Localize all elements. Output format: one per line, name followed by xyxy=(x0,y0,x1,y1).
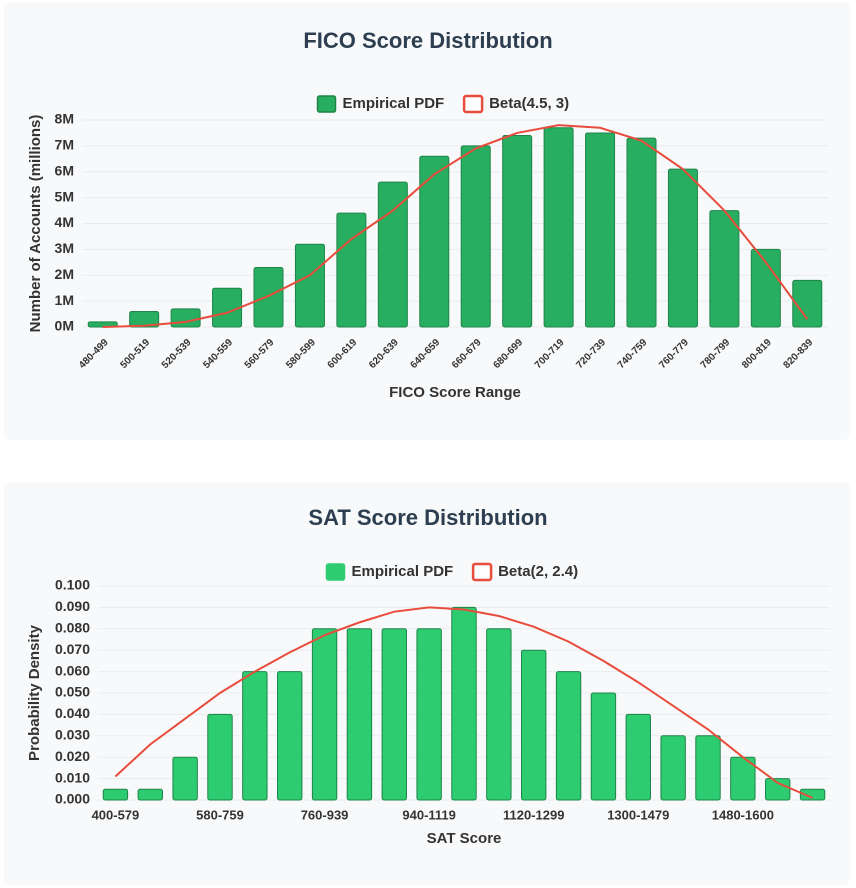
x-tick-label: 1120-1299 xyxy=(503,807,564,822)
bar xyxy=(277,671,303,801)
x-tick-label: 940-1119 xyxy=(402,807,456,822)
x-tick-label: 1300-1479 xyxy=(607,807,669,822)
bar xyxy=(242,671,268,801)
y-tick-label: 6M xyxy=(55,162,74,178)
legend-swatch xyxy=(325,563,346,581)
bar xyxy=(502,135,533,328)
y-tick-label: 3M xyxy=(55,240,74,256)
bar xyxy=(765,778,791,801)
bar xyxy=(381,628,407,801)
y-tick-label: 0.000 xyxy=(55,791,90,807)
bar xyxy=(172,756,198,801)
bar xyxy=(129,310,160,328)
fit-line xyxy=(102,124,809,328)
bar xyxy=(709,210,740,328)
legend-label: Beta(2, 2.4) xyxy=(498,563,578,580)
chart-title: FICO Score Distribution xyxy=(303,28,552,53)
legend-swatch xyxy=(316,95,337,113)
bar xyxy=(660,735,686,801)
y-tick-label: 0.070 xyxy=(55,641,90,657)
x-tick-label: 400-579 xyxy=(92,807,140,822)
bar xyxy=(625,713,651,801)
y-tick-label: 7M xyxy=(55,137,74,153)
y-tick-label: 0.060 xyxy=(55,662,90,678)
bar xyxy=(585,132,616,328)
x-axis-title: SAT Score xyxy=(427,830,502,847)
bar xyxy=(170,308,201,328)
bar xyxy=(137,788,163,801)
y-tick-label: 5M xyxy=(55,188,74,204)
y-tick-label: 0.020 xyxy=(55,748,90,764)
bar xyxy=(555,671,582,801)
bar xyxy=(750,248,781,328)
bar xyxy=(460,145,491,328)
x-axis-title: FICO Score Range xyxy=(389,384,521,401)
x-tick-label: 580-759 xyxy=(196,807,244,822)
y-tick-label: 0.040 xyxy=(55,705,90,721)
bar xyxy=(294,243,325,328)
bar xyxy=(253,266,284,328)
y-tick-label: 1M xyxy=(55,292,74,308)
bar xyxy=(543,127,574,328)
bar xyxy=(311,628,338,801)
x-tick-label: 760-939 xyxy=(301,807,349,822)
bar xyxy=(336,212,367,328)
bar xyxy=(486,628,512,801)
bar xyxy=(590,692,617,801)
y-axis-title: Probability Density xyxy=(26,624,43,761)
y-tick-label: 0.030 xyxy=(55,727,90,743)
bar xyxy=(521,649,547,801)
y-tick-label: 0M xyxy=(55,318,74,334)
legend-label: Empirical PDF xyxy=(352,563,454,580)
bar xyxy=(695,735,721,801)
bar xyxy=(451,606,477,801)
legend-swatch xyxy=(471,562,493,582)
bar xyxy=(102,788,129,801)
y-tick-label: 0.010 xyxy=(55,769,90,785)
bar xyxy=(346,628,373,801)
y-tick-label: 2M xyxy=(55,266,74,282)
y-tick-label: 0.100 xyxy=(55,577,90,593)
y-tick-label: 4M xyxy=(55,214,74,230)
y-tick-label: 0.080 xyxy=(55,620,90,636)
legend-label: Beta(4.5, 3) xyxy=(489,95,569,112)
bar xyxy=(792,279,823,328)
legend-swatch xyxy=(462,94,484,114)
y-axis-title: Number of Accounts (millions) xyxy=(27,115,44,333)
bar xyxy=(626,137,657,328)
bar xyxy=(377,181,408,328)
bar xyxy=(799,788,826,801)
y-tick-label: 0.090 xyxy=(55,598,90,614)
x-tick-label: 1480-1600 xyxy=(712,807,774,822)
y-tick-label: 0.050 xyxy=(55,684,90,700)
bar xyxy=(419,155,450,328)
bar xyxy=(416,628,442,801)
chart-title: SAT Score Distribution xyxy=(308,505,547,530)
y-tick-label: 8M xyxy=(55,111,74,127)
bar xyxy=(667,168,698,328)
fit-line xyxy=(114,606,813,799)
legend-label: Empirical PDF xyxy=(343,95,445,112)
bar xyxy=(207,713,233,801)
